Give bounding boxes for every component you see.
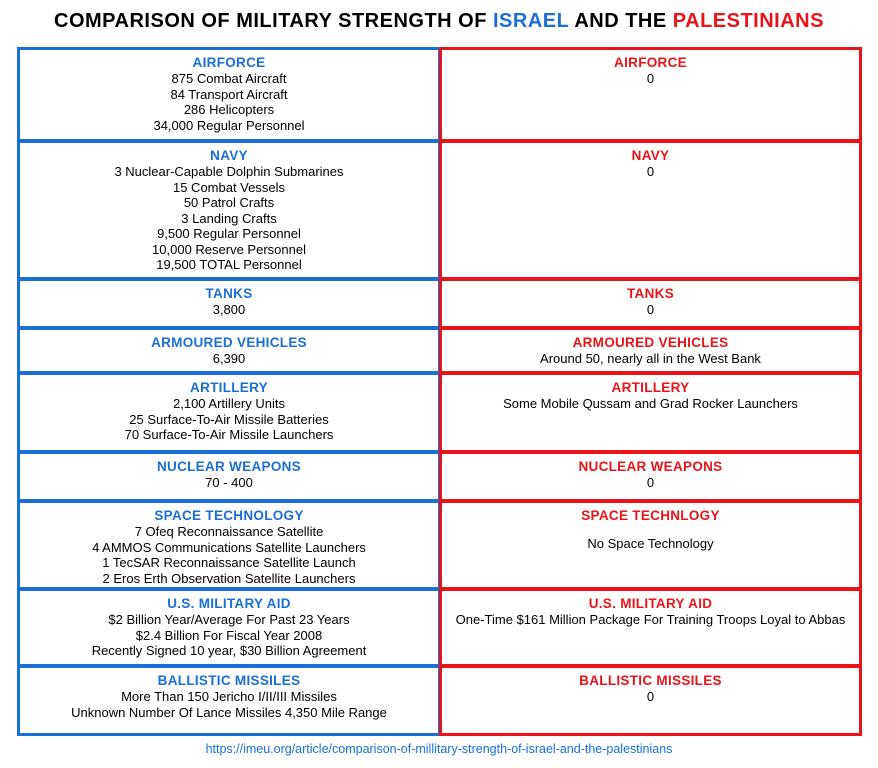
cell-heading: TANKS [627, 286, 674, 301]
cell-line: 4 AMMOS Communications Satellite Launche… [92, 539, 366, 555]
cell-line: Recently Signed 10 year, $30 Billion Agr… [91, 643, 367, 658]
cell-line: Around 50, nearly all in the West Bank [540, 351, 761, 366]
cell-line: 7 Ofeq Reconnaissance Satellite [134, 524, 324, 539]
table-cell: U.S. MILITARY AID One-Time $161 Million P… [439, 588, 862, 667]
title-palestinians: PALESTINIANS [672, 10, 824, 32]
cell-line: Unknown Number Of Lance Missiles 4,350 M… [71, 704, 387, 720]
cell-line: 25 Surface-To-Air Missile Batteries [129, 411, 329, 427]
cell-line: 70 Surface-To-Air Missile Launchers [124, 427, 334, 442]
cell-line: 0 [646, 475, 655, 490]
cell-heading: U.S. MILITARY AID [588, 596, 713, 611]
table-cell: TANKS 3,800 [17, 278, 441, 329]
cell-line: 70 - 400 [205, 475, 253, 490]
cell-heading: BALLISTIC MISSILES [579, 673, 722, 688]
table-cell: SPACE TECHNLOGY No Space Technology [439, 500, 862, 590]
cell-heading: BALLISTIC MISSILES [157, 673, 301, 688]
cell-heading: SPACE TECHNOLOGY [154, 508, 304, 523]
table-cell: U.S. MILITARY AID $2 Billion Year/Average… [17, 588, 441, 667]
table-cell: SPACE TECHNOLOGY 7 Ofeq Reconnaissance Sa… [17, 500, 441, 590]
table-cell: TANKS 0 [439, 278, 862, 329]
cell-line: $2.4 Billion For Fiscal Year 2008 [135, 627, 323, 643]
cell-line: 9,500 Regular Personnel [157, 226, 301, 241]
cell-line: 3 Nuclear-Capable Dolphin Submarines [114, 164, 344, 179]
table-cell: AIRFORCE 875 Combat Aircraft 84 Transport … [17, 47, 441, 142]
cell-heading: AIRFORCE [192, 55, 266, 70]
cell-heading: ARTILLERY [190, 380, 268, 395]
cell-line: 15 Combat Vessels [172, 179, 285, 195]
table-cell: NUCLEAR WEAPONS 70 - 400 [17, 451, 441, 502]
table-cell: AIRFORCE 0 [439, 47, 862, 142]
table-cell: BALLISTIC MISSILES More Than 150 Jericho … [17, 665, 441, 736]
cell-line: No Space Technology [587, 536, 714, 551]
cell-line: 3,800 [212, 302, 246, 317]
cell-line: 19,500 TOTAL Personnel [156, 257, 302, 272]
cell-line: 0 [646, 164, 655, 179]
cell-heading: NAVY [210, 148, 248, 163]
cell-line: 34,000 Regular Personnel [153, 117, 305, 133]
title-text: AND THE [574, 10, 667, 32]
table-cell: ARMOURED VEHICLES Around 50, nearly all i… [439, 327, 862, 374]
cell-line: 84 Transport Aircraft [170, 86, 288, 102]
title-text: COMPARISON OF MILITARY STRENGTH OF [54, 10, 487, 32]
table-cell: ARMOURED VEHICLES 6,390 [17, 327, 441, 374]
table-cell: BALLISTIC MISSILES 0 [439, 665, 862, 736]
cell-heading: ARMOURED VEHICLES [151, 335, 307, 350]
cell-line: 286 Helicopters [183, 102, 275, 117]
cell-heading: U.S. MILITARY AID [167, 596, 291, 611]
cell-heading: ARTILLERY [611, 380, 690, 395]
cell-line: One-Time $161 Million Package For Traini… [455, 612, 846, 627]
source-link[interactable]: https://imeu.org/article/comparison-of-m… [205, 742, 673, 756]
cell-line: 2 Eros Erth Observation Satellite Launch… [102, 570, 356, 586]
cell-line: 10,000 Reserve Personnel [152, 241, 306, 257]
cell-heading: NUCLEAR WEAPONS [578, 459, 723, 474]
title: COMPARISON OF MILITARY STRENGTH OF ISRAE… [0, 10, 878, 33]
cell-line: 875 Combat Aircraft [171, 71, 287, 86]
cell-line: 0 [646, 71, 655, 86]
cell-heading: ARMOURED VEHICLES [572, 335, 729, 350]
cell-line: 50 Patrol Crafts [183, 195, 275, 210]
cell-line: Some Mobile Qussam and Grad Rocker Launc… [503, 396, 798, 411]
cell-line: $2 Billion Year/Average For Past 23 Year… [108, 612, 350, 627]
cell-line: 6,390 [212, 351, 246, 366]
cell-line: 2,100 Artillery Units [173, 396, 285, 411]
cell-heading: SPACE TECHNLOGY [581, 508, 720, 523]
table-cell: NAVY 3 Nuclear-Capable Dolphin Submarines… [17, 140, 441, 280]
cell-heading: TANKS [205, 286, 253, 301]
title-israel: ISRAEL [493, 10, 569, 32]
table-cell: ARTILLERY 2,100 Artillery Units 25 Surface… [17, 372, 441, 453]
cell-line: 3 Landing Crafts [181, 210, 277, 226]
cell-line: More Than 150 Jericho I/II/III Missiles [121, 689, 337, 704]
table-cell: ARTILLERY Some Mobile Qussam and Grad Roc… [439, 372, 862, 453]
cell-heading: NAVY [631, 148, 670, 163]
cell-line: 1 TecSAR Reconnaissance Satellite Launch [102, 555, 356, 570]
cell-heading: NUCLEAR WEAPONS [156, 459, 301, 474]
cell-line: 0 [646, 302, 655, 317]
table-cell: NUCLEAR WEAPONS 0 [439, 451, 862, 502]
table-cell: NAVY 0 [439, 140, 862, 280]
cell-line: 0 [646, 689, 655, 704]
cell-heading: AIRFORCE [614, 55, 687, 70]
